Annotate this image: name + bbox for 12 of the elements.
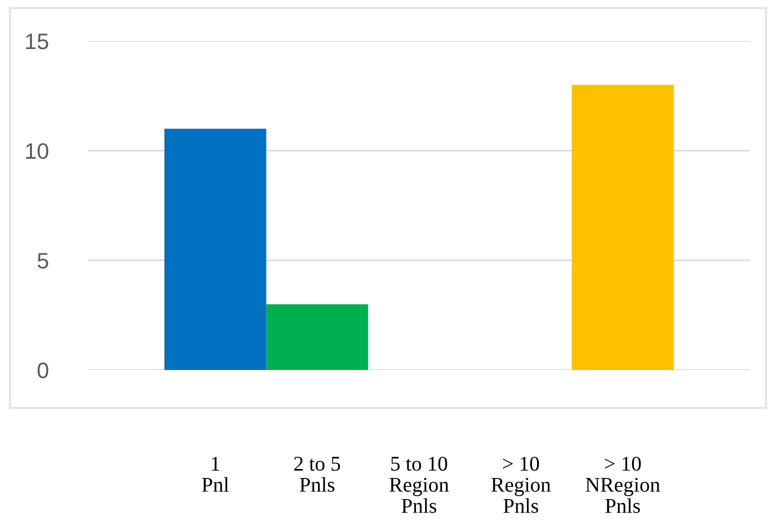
y-tick-label: 10: [26, 143, 48, 159]
y-tick-label: 5: [38, 253, 48, 269]
x-tick-label: 2 to 5 Pnls: [294, 456, 340, 492]
bar: [572, 84, 674, 370]
x-tick-label: 5 to 10 Region Pnls: [390, 456, 449, 513]
x-tick-label: 1 Pnl: [202, 456, 229, 492]
x-tick-label: > 10 NRegion Pnls: [586, 456, 660, 513]
y-tick-label: 0: [38, 362, 48, 378]
y-tick-label: 15: [26, 34, 48, 50]
bar: [164, 128, 266, 370]
bar: [266, 304, 368, 370]
x-tick-label: > 10 Region Pnls: [491, 456, 551, 513]
